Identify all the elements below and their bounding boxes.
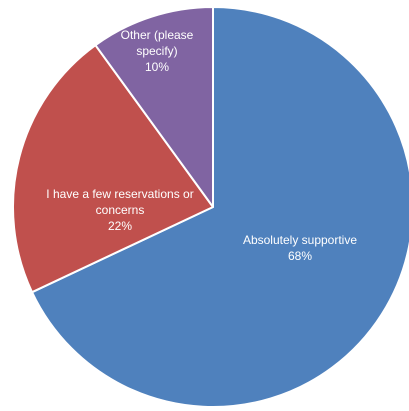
slice-label-line: 68% bbox=[288, 249, 312, 263]
slice-label-line: specify) bbox=[136, 44, 177, 58]
slice-label-3: Other (please specify) 10% bbox=[121, 28, 194, 74]
pie-slice-2 bbox=[12, 44, 214, 294]
slice-label-2: I have a few reservations or concerns 22% bbox=[46, 187, 193, 233]
pie-slices bbox=[12, 6, 409, 408]
pie-slice-1 bbox=[31, 6, 409, 408]
pie-slice-3 bbox=[94, 6, 214, 208]
slice-label-line: 22% bbox=[108, 219, 132, 233]
slice-label-line: Absolutely supportive bbox=[243, 233, 357, 247]
pie-labels: Absolutely supportive 68% I have a few res… bbox=[46, 28, 357, 263]
slice-label-line: concerns bbox=[96, 203, 145, 217]
slice-label-line: I have a few reservations or bbox=[46, 187, 193, 201]
slice-label-line: 10% bbox=[145, 60, 169, 74]
slice-label-1: Absolutely supportive 68% bbox=[243, 233, 357, 263]
slice-label-line: Other (please bbox=[121, 28, 194, 42]
